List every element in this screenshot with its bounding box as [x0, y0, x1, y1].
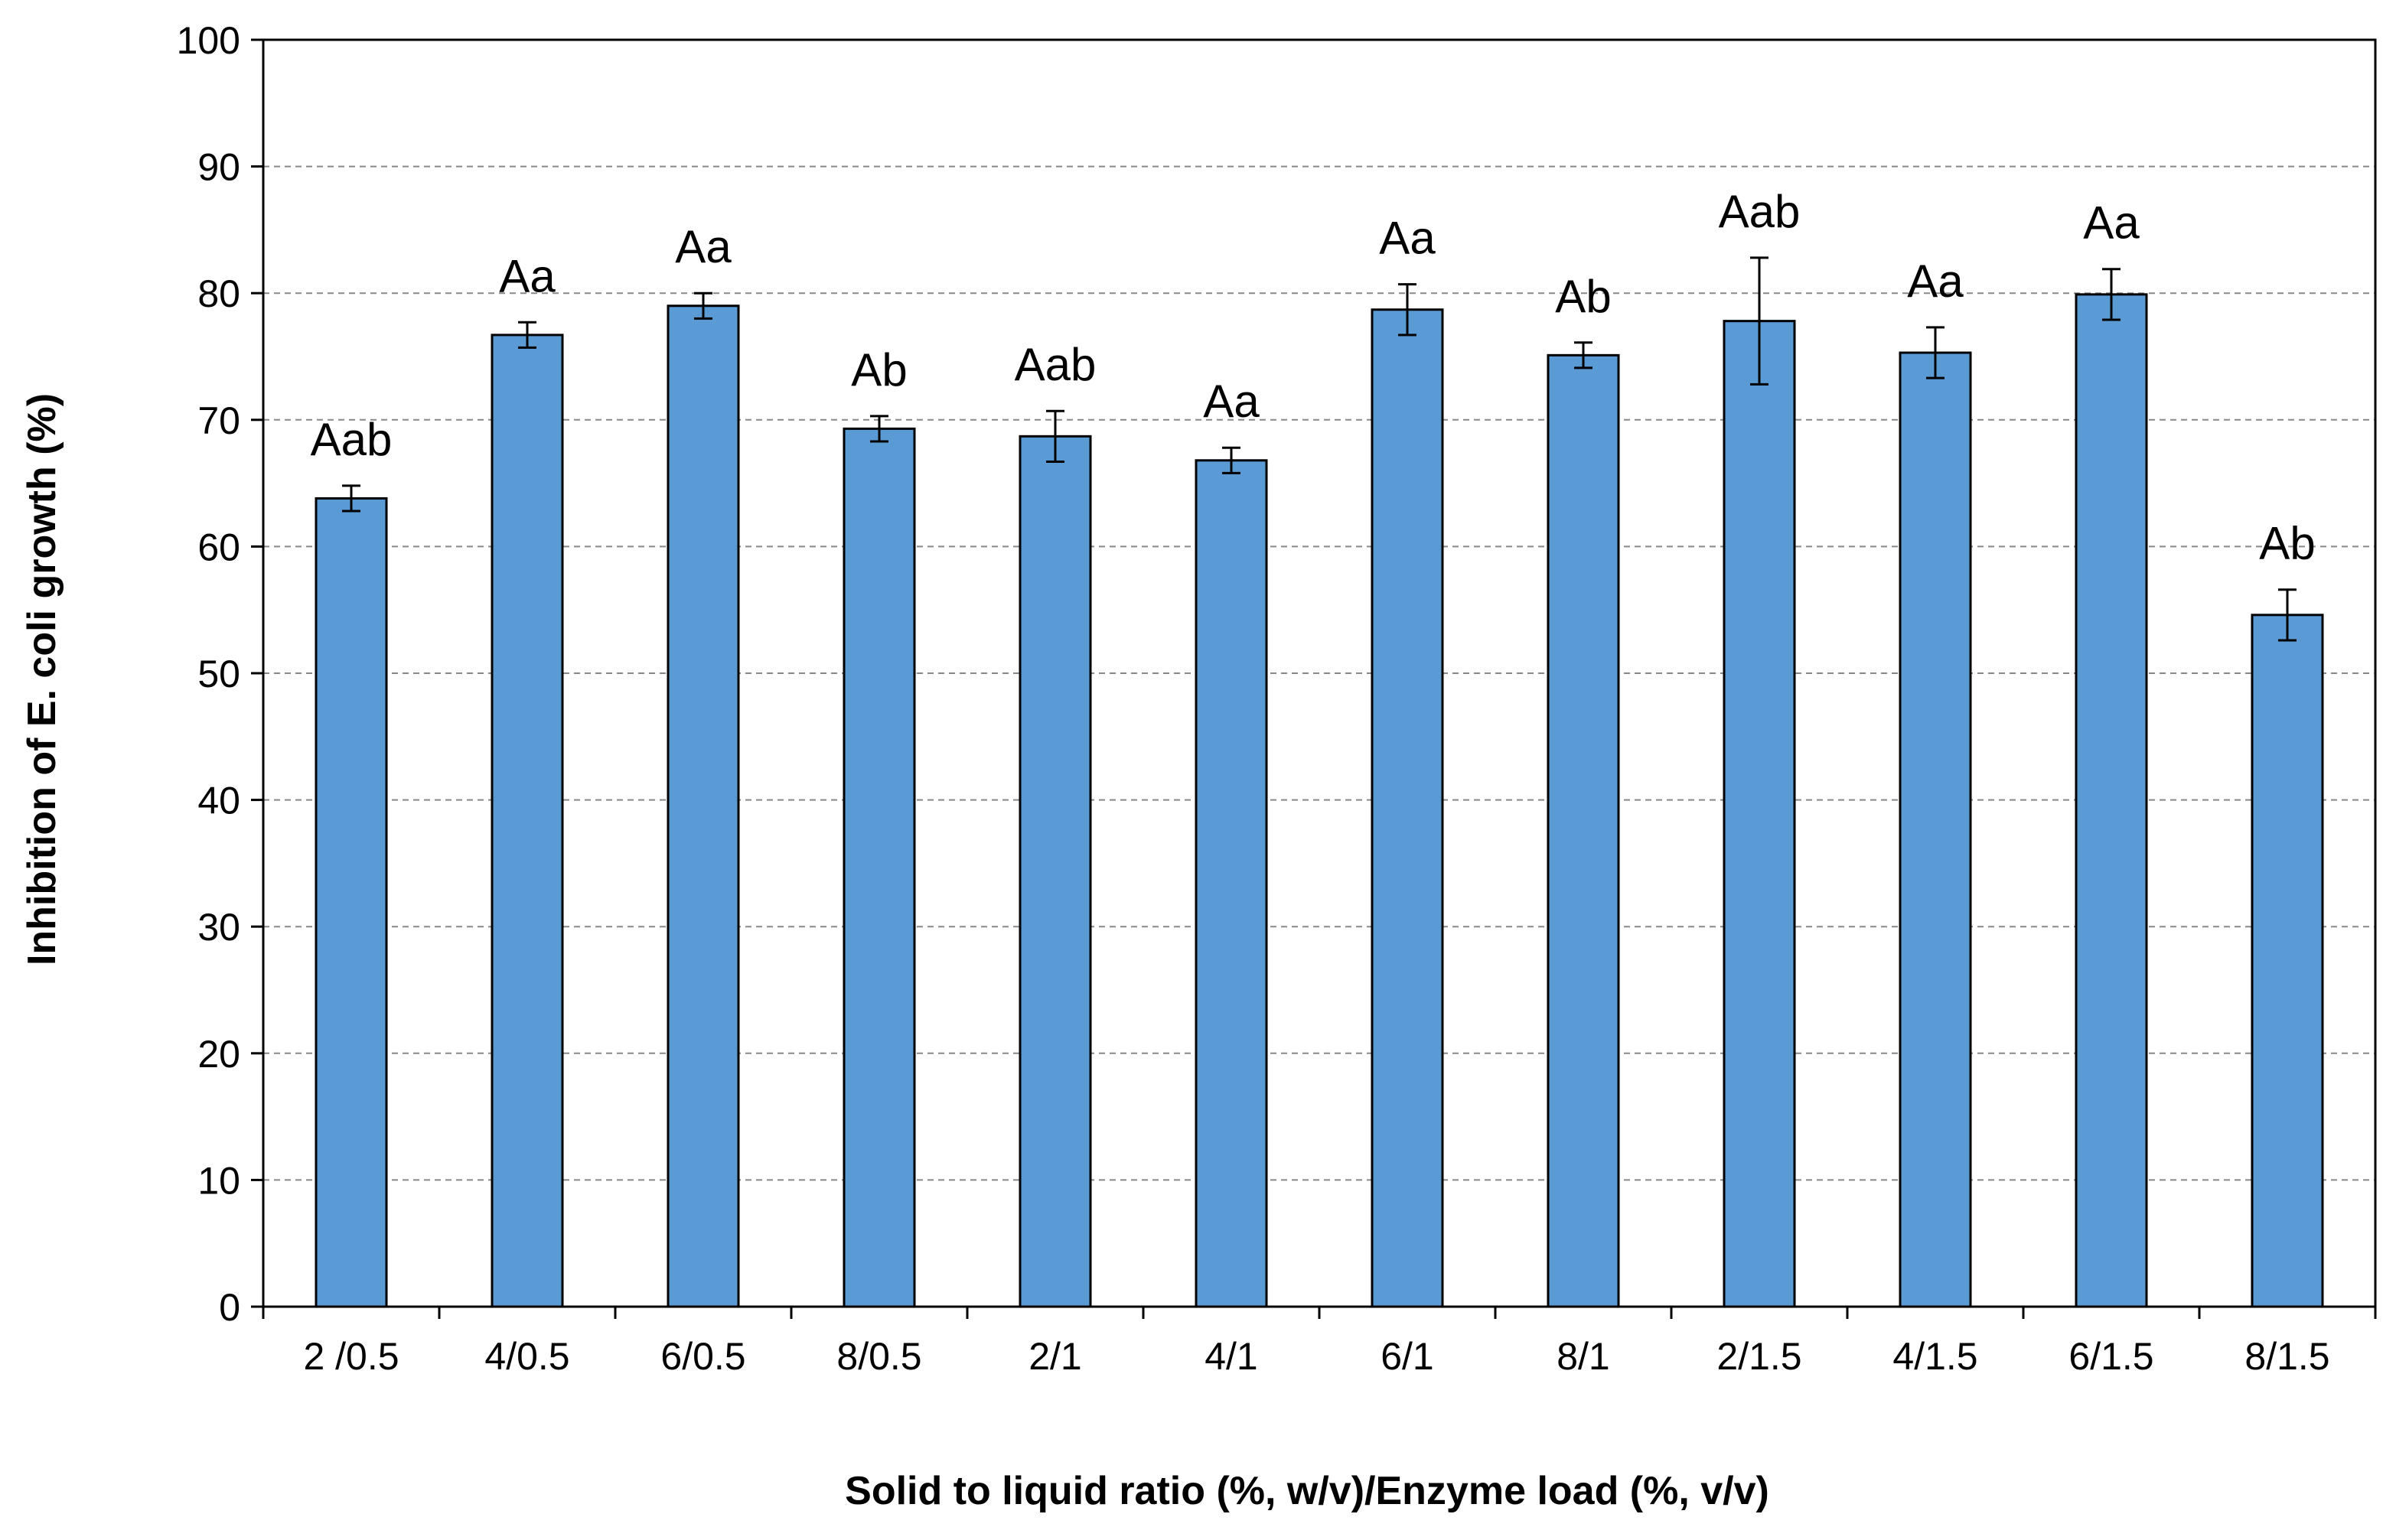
bar: [491, 334, 564, 1308]
x-tick-label: 4/0.5: [484, 1335, 569, 1378]
bar: [2251, 614, 2324, 1308]
significance-label: Ab: [2259, 518, 2315, 569]
bar: [1899, 351, 1972, 1308]
bar: [1371, 308, 1444, 1308]
x-tick-label: 8/0.5: [836, 1335, 921, 1378]
bar: [1547, 353, 1620, 1308]
x-tick-label: 2 /0.5: [303, 1335, 399, 1378]
y-tick-label: 80: [197, 272, 240, 315]
y-tick-label: 60: [197, 526, 240, 568]
bar: [1723, 320, 1796, 1308]
significance-label: Aab: [311, 414, 393, 465]
significance-label: Aa: [675, 221, 732, 272]
bar: [843, 427, 916, 1308]
significance-label: Aa: [1203, 376, 1260, 427]
significance-label: Aa: [2083, 197, 2140, 249]
grid-lines: [263, 165, 2375, 1181]
y-tick-label: 100: [177, 19, 240, 62]
x-tick-label: 6/1: [1381, 1335, 1434, 1378]
x-tick-label: 8/1: [1557, 1335, 1610, 1378]
significance-label: Aab: [1015, 339, 1097, 390]
bar: [1195, 459, 1268, 1308]
bar: [315, 497, 388, 1308]
axes: [251, 38, 2377, 1319]
x-tick-label: 4/1: [1205, 1335, 1258, 1378]
significance-label: Aa: [499, 250, 556, 301]
significance-label: Aab: [1719, 186, 1801, 237]
y-tick-label: 90: [197, 146, 240, 189]
y-tick-label: 40: [197, 780, 240, 822]
y-tick-label: 10: [197, 1159, 240, 1202]
x-tick-label: 8/1.5: [2244, 1335, 2329, 1378]
y-tick-label: 0: [219, 1286, 240, 1329]
bar: [667, 304, 740, 1308]
x-tick-label: 2/1: [1028, 1335, 1082, 1378]
significance-label: Aa: [1907, 256, 1964, 307]
x-tick-label: 4/1.5: [1892, 1335, 1977, 1378]
significance-label: Ab: [851, 344, 907, 396]
bar: [2075, 293, 2148, 1308]
x-tick-label: 6/1.5: [2068, 1335, 2153, 1378]
y-tick-label: 30: [197, 906, 240, 949]
bars: [315, 256, 2324, 1308]
significance-label: Aa: [1379, 213, 1436, 264]
y-tick-label: 20: [197, 1033, 240, 1076]
labels: 0 10 20 30 40 50 60 70 80 90 100 Aab 2 /0.5 Aa 4/0.5 Aa…: [177, 19, 2330, 1378]
x-axis-title: Solid to liquid ratio (%, w/v)/Enzyme lo…: [845, 1469, 1769, 1513]
y-axis-title: Inhibition of E. coli growth (%): [20, 393, 64, 965]
x-tick-label: 6/0.5: [660, 1335, 745, 1378]
bar: [1019, 435, 1092, 1308]
x-tick-label: 2/1.5: [1716, 1335, 1801, 1378]
y-tick-label: 50: [197, 653, 240, 695]
significance-label: Ab: [1555, 271, 1611, 322]
y-tick-label: 70: [197, 399, 240, 442]
